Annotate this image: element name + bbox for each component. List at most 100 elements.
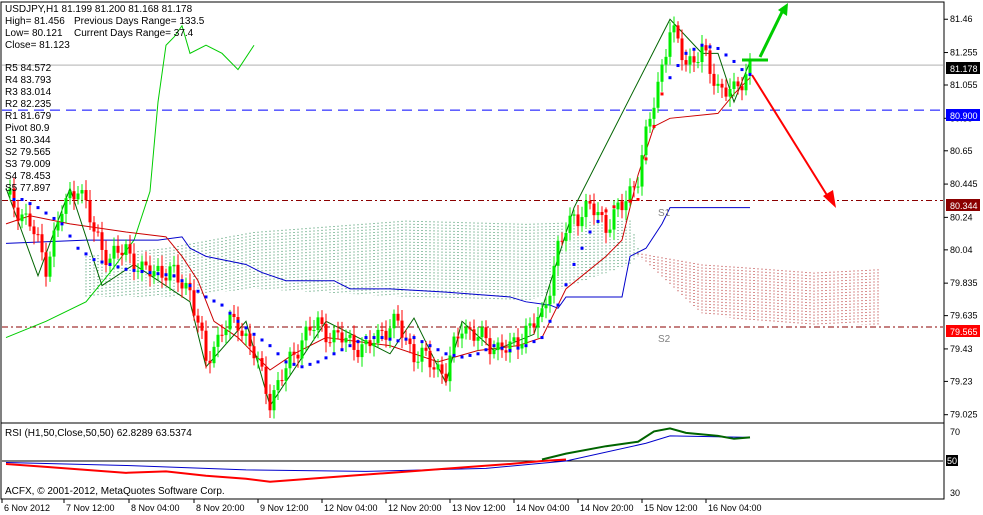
sar-dot-156 [628, 199, 632, 203]
up-arrow [742, 3, 788, 62]
s2-marker: S2 [658, 334, 671, 345]
sar-dot-38 [156, 272, 160, 276]
price-tag-s2-text: 79.565 [950, 327, 978, 337]
time-tick-label-10: 15 Nov 12:00 [644, 503, 698, 513]
candle-body-42 [172, 264, 176, 267]
candles [8, 16, 752, 419]
price-tag-current-text: 81.178 [950, 64, 978, 74]
sar-dot-20 [84, 252, 88, 256]
price-tick-label-9: 79.635 [950, 311, 978, 321]
time-tick-label-3: 8 Nov 20:00 [196, 503, 245, 513]
candle-body-88 [356, 349, 360, 358]
candle-body-153 [616, 202, 620, 210]
price-tick-label-8: 79.835 [950, 278, 978, 288]
candle-body-141 [568, 215, 572, 233]
sar-dot-184 [740, 68, 744, 72]
candle-body-114 [460, 333, 464, 339]
candle-body-5 [24, 213, 28, 215]
candle-body-15 [64, 198, 68, 214]
sar-dot-150 [604, 209, 608, 213]
rsi-tick-50: 50 [947, 456, 957, 466]
candle-body-130 [524, 325, 528, 345]
candle-body-131 [528, 323, 532, 326]
candle-body-178 [716, 83, 720, 86]
candle-body-98 [396, 313, 400, 321]
pivot-p: Pivot 80.9 [5, 123, 50, 134]
header: USDJPY,H1 81.199 81.200 81.168 81.178 Hi… [5, 4, 205, 51]
price-tick-label-1: 81.255 [950, 48, 978, 58]
candle-body-154 [620, 202, 624, 211]
candle-body-126 [508, 341, 512, 353]
candle-body-134 [540, 308, 544, 318]
candle-body-28 [116, 245, 120, 253]
sar-dot-122 [492, 344, 496, 348]
candle-body-59 [240, 330, 244, 336]
candle-body-124 [500, 342, 504, 351]
candle-body-51 [208, 360, 212, 364]
candle-body-175 [704, 45, 708, 51]
sar-dot-134 [540, 336, 544, 340]
candle-body-120 [484, 327, 488, 339]
sar-dot-120 [484, 348, 488, 352]
candle-body-32 [132, 253, 136, 272]
sar-dot-102 [412, 336, 416, 340]
sar-dot-22 [92, 258, 96, 262]
sar-dot-164 [660, 92, 664, 96]
candle-body-75 [304, 326, 308, 341]
time-tick-label-4: 9 Nov 12:00 [260, 503, 309, 513]
sar-dot-98 [396, 339, 400, 343]
pivot-r2: R2 82.235 [5, 99, 52, 110]
sar-dot-88 [356, 340, 360, 344]
parabolic-sar [12, 43, 752, 369]
candle-body-145 [584, 200, 588, 218]
sar-dot-6 [28, 202, 32, 206]
candle-body-50 [204, 330, 208, 361]
sar-dot-56 [228, 311, 232, 315]
high-text: High= 81.456 [5, 16, 65, 27]
rsi-line-below [5, 458, 567, 483]
candle-body-84 [340, 332, 344, 343]
sar-dot-72 [292, 362, 296, 366]
sar-dot-8 [36, 206, 40, 210]
candle-body-138 [556, 240, 560, 266]
candle-body-135 [544, 304, 548, 309]
candle-body-177 [712, 73, 716, 86]
price-tag-pivot-text: 80.900 [950, 111, 978, 121]
sar-dot-18 [76, 246, 80, 250]
price-tag-s1-text: 80.344 [950, 201, 978, 211]
sar-dot-176 [708, 45, 712, 49]
candle-body-108 [436, 364, 440, 370]
candle-body-105 [424, 347, 428, 351]
candle-body-86 [348, 334, 352, 338]
sar-dot-178 [716, 46, 720, 50]
candle-body-149 [600, 212, 604, 216]
candle-body-69 [280, 380, 284, 382]
sar-dot-14 [60, 222, 64, 226]
candle-body-139 [560, 240, 564, 242]
candle-body-99 [400, 320, 404, 338]
candle-body-36 [148, 265, 152, 277]
sar-dot-128 [516, 346, 520, 350]
time-tick-label-8: 14 Nov 04:00 [516, 503, 570, 513]
candle-body-185 [744, 74, 748, 91]
candle-body-9 [40, 234, 44, 253]
candle-body-132 [532, 323, 536, 328]
candle-body-92 [372, 342, 376, 347]
candle-body-58 [236, 317, 240, 331]
sar-dot-138 [556, 303, 560, 307]
candle-body-171 [688, 56, 692, 65]
time-tick-label-0: 6 Nov 2012 [4, 503, 50, 513]
candle-body-96 [388, 328, 392, 340]
sar-dot-126 [508, 349, 512, 353]
candle-body-35 [144, 261, 148, 266]
price-tag-pivot: 80.900 [946, 109, 980, 121]
sar-dot-86 [348, 344, 352, 348]
sar-dot-118 [476, 352, 480, 356]
candle-body-60 [244, 333, 248, 336]
candle-body-52 [212, 346, 216, 364]
candle-body-104 [420, 347, 424, 362]
sar-dot-172 [692, 47, 696, 51]
time-tick-label-11: 16 Nov 04:00 [708, 503, 762, 513]
sar-dot-106 [428, 344, 432, 348]
candle-body-83 [336, 330, 340, 333]
